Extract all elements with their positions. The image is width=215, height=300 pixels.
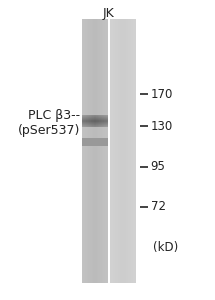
Text: JK: JK xyxy=(103,7,114,20)
Text: 130: 130 xyxy=(150,119,173,133)
Text: (pSer537): (pSer537) xyxy=(18,124,81,137)
Text: 170: 170 xyxy=(150,88,173,101)
Text: 72: 72 xyxy=(150,200,166,214)
Text: PLC β3--: PLC β3-- xyxy=(29,109,81,122)
Text: (kD): (kD) xyxy=(153,241,178,254)
Text: 95: 95 xyxy=(150,160,165,173)
